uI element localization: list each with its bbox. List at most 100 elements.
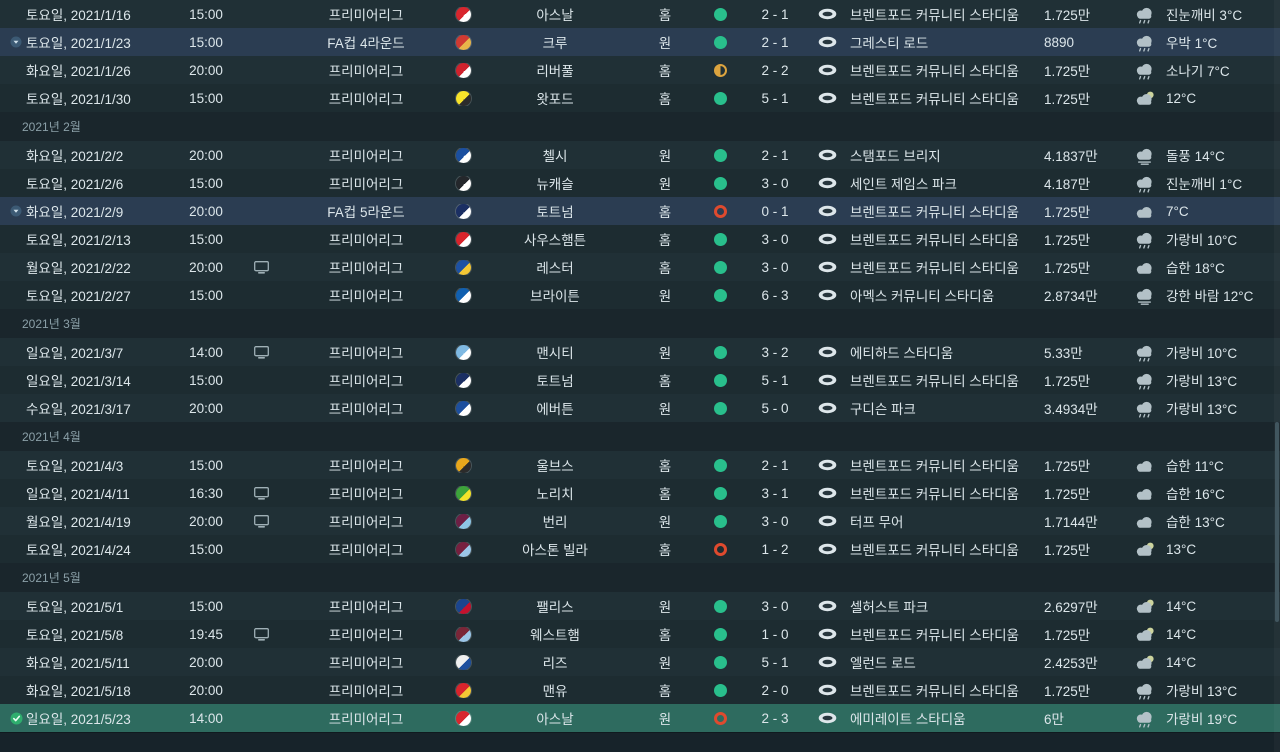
stadium-icon [810,374,844,386]
cloud-wind-icon [1122,286,1166,305]
kickoff-time: 15:00 [189,287,223,303]
match-row[interactable]: 화요일, 2021/2/9 20:00 FA컵 5라운드 토트넘 홈 0 - 1 브렌트포드… [0,197,1280,225]
opponent-name: 왓포드 [536,92,574,107]
stadium-name: 브렌트포드 커뮤니티 스타디움 [850,459,1019,474]
match-row[interactable]: 토요일, 2021/2/13 15:00 프리미어리그 사우스햄튼 홈 3 - 0 브렌트포… [0,225,1280,253]
score: 5 - 1 [761,654,789,670]
kickoff-time: 20:00 [189,62,223,78]
match-row[interactable]: 화요일, 2021/1/26 20:00 프리미어리그 리버풀 홈 2 - 2 브렌트포드 … [0,56,1280,84]
venue-indicator: 홈 [658,459,672,474]
match-row[interactable]: 수요일, 2021/3/17 20:00 프리미어리그 에버튼 원 5 - 0 구디슨 파크… [0,394,1280,422]
cloud-icon [1122,458,1166,473]
opponent-name: 웨스트햄 [530,628,580,643]
cloud-rain-icon [1122,61,1166,80]
stadium-name: 브렌트포드 커뮤니티 스타디움 [850,374,1019,389]
match-played-icon [6,712,26,725]
stadium-icon [810,402,844,414]
competition-label: FA컵 5라운드 [327,205,405,220]
stadium-icon [810,289,844,301]
stadium-icon [810,177,844,189]
venue-indicator: 원 [658,402,672,417]
match-row[interactable]: 화요일, 2021/5/11 20:00 프리미어리그 리즈 원 5 - 1 엘런드 로드 2… [0,648,1280,676]
kickoff-time: 20:00 [189,682,223,698]
scrollbar-track[interactable] [1274,0,1280,752]
match-date: 수요일, 2021/3/17 [26,402,131,417]
stadium-name: 브렌트포드 커뮤니티 스타디움 [850,487,1019,502]
opponent-name: 아스날 [536,712,574,727]
match-date: 화요일, 2021/1/26 [26,64,131,79]
attendance: 1.725만 [1044,487,1091,502]
weather-label: 습한 16°C [1166,487,1225,502]
match-date: 화요일, 2021/2/2 [26,149,124,164]
competition-label: FA컵 4라운드 [327,36,405,51]
opponent-name: 리버풀 [536,64,574,79]
match-row[interactable]: 일요일, 2021/3/7 14:00 프리미어리그 맨시티 원 3 - 2 에티하드 스타… [0,338,1280,366]
match-row[interactable]: 토요일, 2021/1/23 15:00 FA컵 4라운드 크루 원 2 - 1 그레스티 … [0,28,1280,56]
match-row[interactable]: 토요일, 2021/4/24 15:00 프리미어리그 아스톤 빌라 홈 1 - 2 브렌트… [0,535,1280,563]
team-badge-icon [446,626,480,642]
weather-label: 소나기 7°C [1166,64,1230,79]
match-row[interactable]: 월요일, 2021/4/19 20:00 프리미어리그 번리 원 3 - 0 터프 무어 1.… [0,507,1280,535]
result-indicator-icon [700,345,740,359]
match-row[interactable]: 화요일, 2021/5/18 20:00 프리미어리그 맨유 홈 2 - 0 브렌트포드 커… [0,676,1280,704]
stadium-name: 에티하드 스타디움 [850,346,954,361]
cloud-rain-icon [1122,371,1166,390]
opponent-name: 맨시티 [536,346,574,361]
opponent-name: 맨유 [542,684,568,699]
match-date: 일요일, 2021/4/11 [26,487,130,502]
stadium-icon [810,543,844,555]
match-row[interactable]: 화요일, 2021/2/2 20:00 프리미어리그 첼시 원 2 - 1 스탬포드 브리지… [0,141,1280,169]
weather-label: 습한 13°C [1166,515,1225,530]
team-badge-icon [446,203,480,219]
attendance: 1.725만 [1044,374,1091,389]
venue-indicator: 홈 [658,92,672,107]
stadium-icon [810,656,844,668]
cloud-icon [1122,486,1166,501]
stadium-icon [810,8,844,20]
schedule-table: 토요일, 2021/1/16 15:00 프리미어리그 아스날 홈 2 - 1 브렌트포드 … [0,0,1280,732]
competition-label: 프리미어리그 [328,628,404,643]
kickoff-time: 15:00 [189,175,223,191]
match-row[interactable]: 토요일, 2021/5/8 19:45 프리미어리그 웨스트햄 홈 1 - 0 브렌트포드 … [0,620,1280,648]
match-date: 토요일, 2021/2/13 [26,233,131,248]
result-indicator-icon [700,148,740,162]
match-row[interactable]: 토요일, 2021/1/16 15:00 프리미어리그 아스날 홈 2 - 1 브렌트포드 … [0,0,1280,28]
score: 2 - 1 [761,34,789,50]
match-row[interactable]: 토요일, 2021/2/6 15:00 프리미어리그 뉴캐슬 원 3 - 0 세인트 제임스… [0,169,1280,197]
kickoff-time: 15:00 [189,231,223,247]
match-row[interactable]: 일요일, 2021/3/14 15:00 프리미어리그 토트넘 홈 5 - 1 브렌트포드 … [0,366,1280,394]
match-row[interactable]: 토요일, 2021/1/30 15:00 프리미어리그 왓포드 홈 5 - 1 브렌트포드 … [0,84,1280,112]
result-indicator-icon [700,63,740,77]
score: 2 - 2 [761,62,789,78]
cloud-rain-icon [1122,5,1166,24]
team-badge-icon [446,598,480,614]
result-indicator-icon [700,401,740,415]
venue-indicator: 홈 [658,8,672,23]
scrollbar-thumb[interactable] [1275,422,1279,622]
attendance: 2.8734만 [1044,289,1098,304]
competition-label: 프리미어리그 [328,684,404,699]
weather-label: 우박 1°C [1166,36,1218,51]
match-row[interactable]: 토요일, 2021/2/27 15:00 프리미어리그 브라이튼 원 6 - 3 아멕스 커… [0,281,1280,309]
cloud-rain-icon [1122,709,1166,728]
stadium-icon [810,92,844,104]
match-row[interactable]: 일요일, 2021/4/11 16:30 프리미어리그 노리치 홈 3 - 1 브렌트포드 … [0,479,1280,507]
competition-label: 프리미어리그 [328,233,404,248]
cloud-icon [1122,260,1166,275]
competition-label: 프리미어리그 [328,64,404,79]
match-row[interactable]: 일요일, 2021/5/23 14:00 프리미어리그 아스날 원 2 - 3 에미레이트 … [0,704,1280,732]
weather-label: 가랑비 13°C [1166,402,1238,417]
competition-label: 프리미어리그 [328,543,404,558]
tv-broadcast-icon [236,486,286,500]
kickoff-time: 20:00 [189,147,223,163]
attendance: 1.725만 [1044,261,1091,276]
match-row[interactable]: 토요일, 2021/5/1 15:00 프리미어리그 팰리스 원 3 - 0 셀허스트 파크… [0,592,1280,620]
stadium-name: 터프 무어 [850,515,904,530]
match-row[interactable]: 토요일, 2021/4/3 15:00 프리미어리그 울브스 홈 2 - 1 브렌트포드 커… [0,451,1280,479]
stadium-name: 브렌트포드 커뮤니티 스타디움 [850,92,1019,107]
stadium-name: 구디슨 파크 [850,402,916,417]
venue-indicator: 홈 [658,487,672,502]
kickoff-time: 14:00 [189,344,223,360]
match-row[interactable]: 월요일, 2021/2/22 20:00 프리미어리그 레스터 홈 3 - 0 브렌트포드 … [0,253,1280,281]
result-indicator-icon [700,35,740,49]
